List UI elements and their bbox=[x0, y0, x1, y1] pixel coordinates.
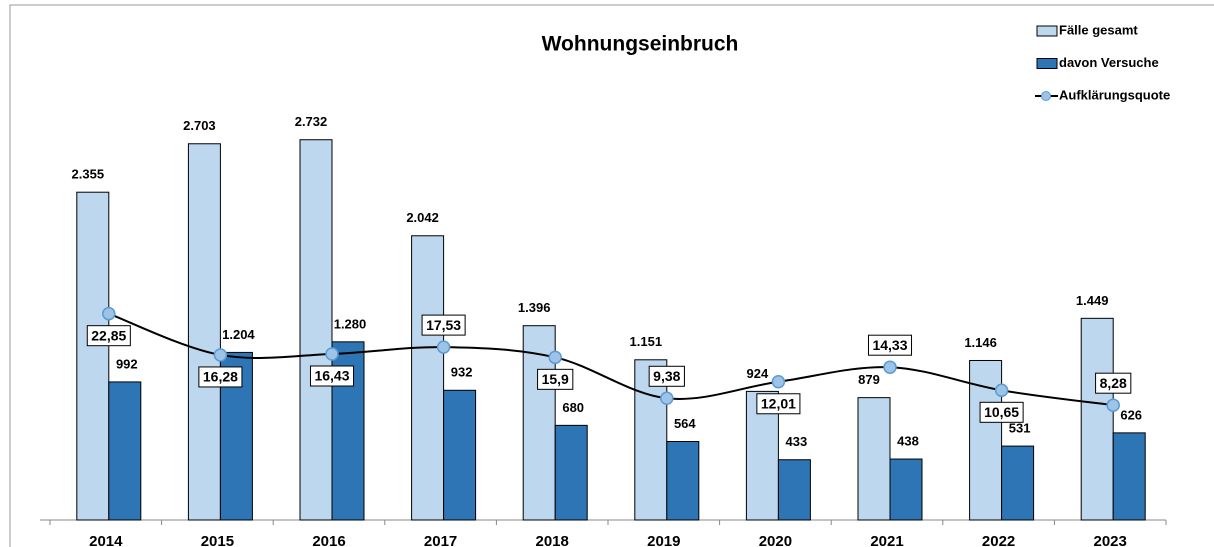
bar bbox=[1112, 432, 1146, 521]
bar-value-label: 1.396 bbox=[518, 300, 551, 315]
bar-value-label: 438 bbox=[897, 433, 919, 448]
line-value-text: 16,43 bbox=[314, 368, 349, 384]
bar-value-label: 924 bbox=[747, 366, 769, 381]
line-value-text: 9,38 bbox=[653, 368, 680, 384]
x-tick-label: 2022 bbox=[982, 533, 1015, 547]
bar bbox=[443, 389, 477, 521]
bar-value-label: 531 bbox=[1009, 421, 1031, 436]
bar-value-label: 1.146 bbox=[964, 335, 997, 350]
bar-value-label: 879 bbox=[858, 372, 880, 387]
plot-frame bbox=[9, 4, 1214, 547]
line-marker bbox=[660, 391, 674, 406]
bar-value-label: 433 bbox=[786, 434, 808, 449]
line-marker bbox=[771, 375, 786, 389]
line-marker bbox=[213, 348, 228, 362]
line-value-label: 10,65 bbox=[979, 401, 1024, 423]
line-value-label: 9,38 bbox=[648, 365, 685, 387]
bar bbox=[554, 424, 588, 521]
x-tick-label: 2017 bbox=[424, 533, 457, 547]
label-box bbox=[537, 368, 574, 390]
label-box bbox=[309, 365, 355, 387]
bar-value-label: 626 bbox=[1120, 407, 1142, 422]
bar-value-label: 2.042 bbox=[406, 210, 439, 225]
bar-value-label: 1.151 bbox=[630, 334, 663, 349]
line-marker bbox=[994, 383, 1009, 398]
legend-marker bbox=[1041, 91, 1051, 101]
legend-label: Aufklärungsquote bbox=[1059, 87, 1170, 102]
bar-value-label: 992 bbox=[116, 356, 138, 371]
label-box bbox=[86, 325, 131, 347]
line-marker bbox=[1106, 398, 1120, 412]
bar bbox=[666, 440, 700, 521]
label-box bbox=[979, 401, 1024, 423]
bar-value-label: 932 bbox=[451, 365, 473, 380]
label-box bbox=[421, 314, 466, 336]
label-box bbox=[648, 365, 685, 387]
line-value-text: 14,33 bbox=[872, 337, 907, 353]
bar-value-label: 564 bbox=[674, 416, 696, 431]
bar bbox=[299, 139, 333, 521]
bar-value-label: 2.732 bbox=[295, 114, 328, 129]
line-value-text: 17,53 bbox=[426, 317, 461, 333]
line-value-text: 22,85 bbox=[91, 327, 126, 343]
label-box bbox=[867, 334, 913, 356]
legend-label: davon Versuche bbox=[1059, 55, 1159, 70]
bar bbox=[889, 458, 923, 521]
line-value-label: 17,53 bbox=[421, 314, 466, 336]
label-box bbox=[198, 366, 243, 388]
line-value-label: 14,33 bbox=[867, 334, 913, 356]
line-value-label: 22,85 bbox=[86, 325, 131, 347]
legend-swatch bbox=[1036, 25, 1058, 37]
bar-value-label: 1.204 bbox=[222, 327, 255, 342]
bar bbox=[1001, 445, 1035, 521]
line-value-text: 10,65 bbox=[984, 404, 1019, 420]
bar bbox=[108, 381, 142, 521]
line-value-label: 16,28 bbox=[198, 366, 243, 388]
line bbox=[108, 312, 1114, 407]
line-value-label: 15,9 bbox=[537, 368, 574, 390]
x-tick-label: 2014 bbox=[89, 533, 123, 547]
line-marker bbox=[883, 360, 897, 374]
bar bbox=[777, 459, 811, 521]
x-tick-label: 2021 bbox=[870, 533, 903, 547]
x-tick-label: 2015 bbox=[201, 533, 234, 547]
x-tick-label: 2019 bbox=[647, 533, 680, 547]
line-marker bbox=[325, 347, 339, 361]
label-box bbox=[756, 393, 801, 415]
bar bbox=[76, 191, 110, 521]
line-marker bbox=[436, 340, 451, 354]
bar-value-label: 1.280 bbox=[334, 316, 367, 331]
x-tick-label: 2020 bbox=[759, 533, 792, 547]
bar bbox=[857, 397, 891, 521]
line-value-text: 8,28 bbox=[1100, 375, 1127, 391]
bar-value-label: 1.449 bbox=[1076, 293, 1109, 308]
label-box bbox=[1095, 372, 1132, 394]
bar-value-label: 2.703 bbox=[183, 118, 216, 133]
bar-value-label: 680 bbox=[562, 400, 584, 415]
bar bbox=[1080, 317, 1114, 521]
chart-title: Wohnungseinbruch bbox=[542, 33, 739, 56]
bar bbox=[411, 235, 445, 521]
line-marker bbox=[548, 350, 562, 365]
x-tick-label: 2023 bbox=[1094, 533, 1127, 547]
line-value-label: 8,28 bbox=[1095, 372, 1132, 394]
legend-swatch bbox=[1036, 58, 1058, 69]
x-tick-label: 2016 bbox=[312, 533, 345, 547]
line-value-label: 12,01 bbox=[756, 393, 801, 415]
line-value-text: 16,28 bbox=[203, 369, 238, 385]
bar-value-label: 2.355 bbox=[72, 167, 105, 182]
line-marker bbox=[102, 306, 116, 321]
line-value-label: 16,43 bbox=[309, 365, 355, 387]
line-value-text: 12,01 bbox=[761, 395, 796, 411]
bar bbox=[187, 143, 221, 521]
legend-label: Fälle gesamt bbox=[1059, 22, 1138, 37]
line-value-text: 15,9 bbox=[542, 371, 569, 387]
x-tick-label: 2018 bbox=[536, 533, 569, 547]
